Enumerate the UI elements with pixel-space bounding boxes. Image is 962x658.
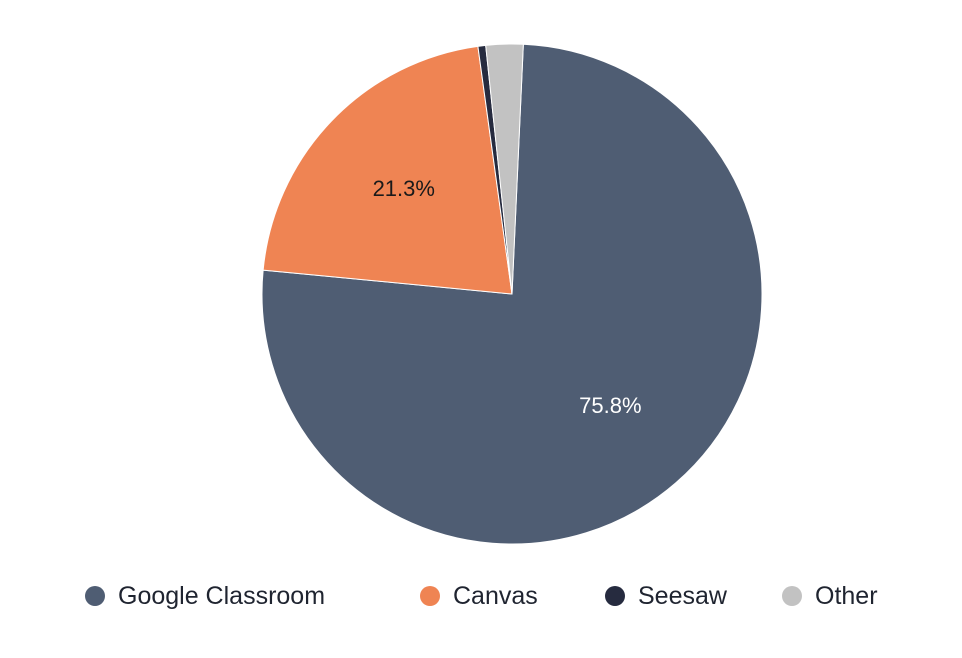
legend-swatch-canvas — [420, 586, 440, 606]
legend-item-google-classroom: Google Classroom — [85, 576, 325, 616]
legend-item-canvas: Canvas — [420, 576, 538, 616]
legend-swatch-google-classroom — [85, 586, 105, 606]
legend-label-other: Other — [815, 581, 878, 610]
pie-slice-other — [485, 43, 524, 295]
legend-label-seesaw: Seesaw — [638, 581, 727, 610]
pie-slice-canvas — [262, 45, 513, 295]
pie-plot-area: 75.8% 21.3% — [261, 43, 763, 545]
legend-label-google-classroom: Google Classroom — [118, 581, 326, 610]
legend-swatch-seesaw — [605, 586, 625, 606]
legend-item-other: Other — [782, 576, 878, 616]
legend-item-seesaw: Seesaw — [605, 576, 727, 616]
legend-swatch-other — [782, 586, 802, 606]
slice-label-canvas: 21.3% — [373, 176, 435, 201]
legend-label-canvas: Canvas — [453, 581, 538, 610]
slice-label-google-classroom: 75.8% — [579, 393, 641, 418]
legend: Google Classroom Canvas Seesaw Other — [0, 576, 962, 616]
